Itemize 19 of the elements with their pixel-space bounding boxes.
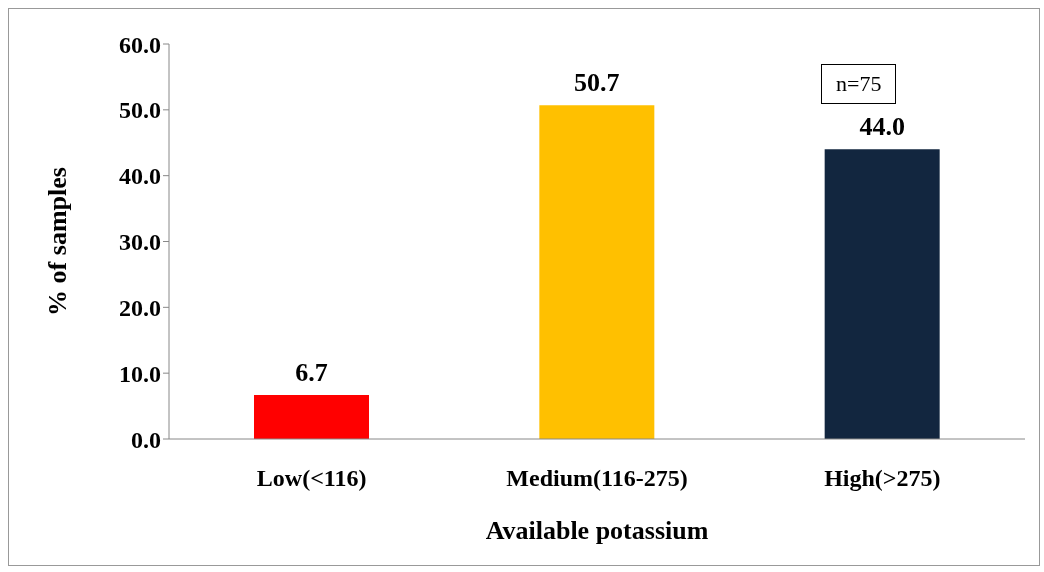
x-axis-title: Available potassium xyxy=(485,516,709,545)
bar xyxy=(254,394,369,439)
x-tick-label: Low(<116) xyxy=(256,465,367,492)
y-tick-label: 30.0 xyxy=(119,229,161,256)
y-tick-label: 50.0 xyxy=(119,97,161,124)
data-label: 50.7 xyxy=(574,68,620,98)
y-tick-label: 0.0 xyxy=(131,426,161,453)
data-label: 44.0 xyxy=(859,112,905,142)
bar xyxy=(539,105,655,439)
x-tick-label: High(>275) xyxy=(824,465,941,492)
y-tick-label: 20.0 xyxy=(119,294,161,321)
y-tick-label: 40.0 xyxy=(119,163,161,190)
x-tick-label: Medium(116-275) xyxy=(506,465,688,492)
y-tick-label: 60.0 xyxy=(119,31,161,58)
annotation: n=75 xyxy=(821,64,897,104)
y-tick-label: 10.0 xyxy=(119,360,161,387)
y-axis-title: % of samples xyxy=(43,167,73,316)
data-label: 6.7 xyxy=(295,357,328,387)
bar xyxy=(824,149,940,439)
